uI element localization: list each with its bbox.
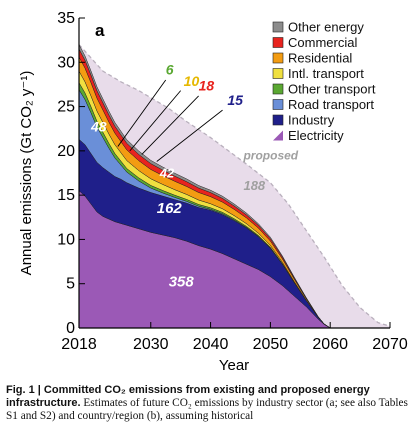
legend-swatch-electricity <box>273 130 283 141</box>
annotation-42: 42 <box>159 165 175 180</box>
legend-label-commercial: Commercial <box>288 35 357 50</box>
proposed-outline <box>78 44 391 327</box>
legend-label-residential: Residential <box>288 51 352 66</box>
legend-label-electricity: Electricity <box>288 128 344 143</box>
legend-label-other-transport: Other transport <box>288 82 376 97</box>
annotations-group: 48 162 358 42 188 6 10 18 15 <box>90 62 266 291</box>
figure-caption: Fig. 1 | Committed CO₂ emissions from ex… <box>6 384 410 423</box>
caption-body: Estimates of future CO₂ emissions by ind… <box>6 397 408 422</box>
proposed-label: proposed <box>242 149 298 163</box>
sector-areas-group <box>78 44 332 329</box>
x-tick-label-2060: 2060 <box>312 336 348 353</box>
y-axis-title: Annual emissions (Gt CO₂ y⁻¹) <box>18 71 35 276</box>
y-tick-label-25: 25 <box>57 99 75 116</box>
legend-swatch-road-transport <box>272 99 284 110</box>
legend-swatch-commercial <box>272 37 284 48</box>
annotation-162: 162 <box>157 200 183 217</box>
y-tick-label-0: 0 <box>66 320 75 337</box>
leader-lines-group <box>117 79 223 162</box>
legend-swatch-industry <box>272 114 284 126</box>
annotation-10: 10 <box>184 73 200 89</box>
x-axis-title: Year <box>219 357 249 374</box>
y-ticks-group: 0 5 10 15 20 25 30 35 <box>57 10 85 337</box>
leader-line-4 <box>156 109 223 162</box>
legend-label-road-transport: Road transport <box>288 97 374 112</box>
y-tick-label-20: 20 <box>57 143 75 160</box>
legend-label-industry: Industry <box>288 113 335 128</box>
x-ticks-group: 2018 2030 2040 2050 2060 2070 <box>61 322 408 353</box>
legend-swatch-other-transport <box>272 83 284 95</box>
annotation-358: 358 <box>169 273 195 290</box>
x-tick-label-2018: 2018 <box>61 336 97 353</box>
y-tick-label-5: 5 <box>66 276 75 293</box>
annotation-188: 188 <box>243 178 265 193</box>
leader-line-1 <box>117 79 167 147</box>
legend-swatch-residential <box>272 52 284 64</box>
annotation-18: 18 <box>199 78 215 94</box>
area-other-energy <box>78 44 331 329</box>
legend-swatch-intl-transport <box>272 68 284 79</box>
legend-label-other-energy: Other energy <box>288 20 364 35</box>
annotation-48: 48 <box>90 118 107 134</box>
x-tick-label-2040: 2040 <box>193 336 229 353</box>
legend-label-intl-transport: Intl. transport <box>288 66 364 81</box>
leader-line-3 <box>141 95 199 155</box>
annotation-6: 6 <box>166 62 174 78</box>
legend-swatch-other-energy <box>272 21 284 33</box>
y-tick-label-35: 35 <box>57 10 75 27</box>
y-tick-label-30: 30 <box>57 54 75 71</box>
y-tick-label-10: 10 <box>57 231 75 248</box>
y-tick-label-15: 15 <box>57 187 75 204</box>
annotation-15: 15 <box>227 92 243 108</box>
x-tick-label-2030: 2030 <box>133 336 169 353</box>
x-tick-label-2070: 2070 <box>372 336 408 353</box>
caption-title: Fig. 1 | Committed CO₂ emissions from ex… <box>6 384 370 409</box>
panel-label: a <box>95 21 105 40</box>
x-tick-label-2050: 2050 <box>253 336 289 353</box>
leader-line-2 <box>129 90 182 152</box>
